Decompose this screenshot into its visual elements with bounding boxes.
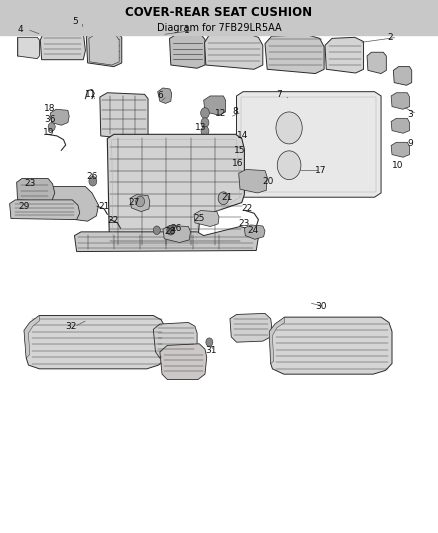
Text: 21: 21 — [221, 193, 233, 201]
Polygon shape — [24, 316, 166, 369]
Text: 4: 4 — [18, 25, 23, 34]
Circle shape — [167, 225, 175, 235]
Polygon shape — [393, 67, 412, 85]
Polygon shape — [44, 187, 99, 221]
Text: COVER-REAR SEAT CUSHION: COVER-REAR SEAT CUSHION — [125, 6, 313, 19]
Polygon shape — [391, 118, 410, 133]
Text: 19: 19 — [43, 128, 54, 136]
Text: 10: 10 — [392, 161, 403, 169]
Text: 7: 7 — [276, 91, 282, 99]
Polygon shape — [391, 142, 410, 157]
Text: Diagram for 7FB29LR5AA: Diagram for 7FB29LR5AA — [157, 23, 281, 33]
Polygon shape — [50, 109, 69, 125]
Polygon shape — [24, 316, 39, 358]
Circle shape — [206, 338, 213, 346]
Polygon shape — [205, 33, 263, 69]
Text: 11: 11 — [85, 91, 97, 99]
Text: 5: 5 — [72, 17, 78, 26]
Polygon shape — [153, 322, 197, 358]
Text: 23: 23 — [239, 220, 250, 228]
Polygon shape — [86, 32, 122, 67]
Circle shape — [201, 108, 209, 118]
Polygon shape — [10, 200, 80, 220]
Polygon shape — [265, 35, 324, 74]
Text: 1: 1 — [184, 26, 190, 35]
Text: 22: 22 — [241, 205, 252, 213]
Text: 9: 9 — [407, 140, 413, 148]
Polygon shape — [107, 134, 244, 248]
Polygon shape — [74, 227, 258, 252]
Text: 36: 36 — [44, 116, 55, 124]
Polygon shape — [239, 169, 267, 193]
Polygon shape — [89, 35, 119, 65]
Text: 18: 18 — [44, 104, 55, 112]
Polygon shape — [204, 96, 226, 115]
Polygon shape — [158, 88, 172, 103]
Polygon shape — [100, 93, 148, 140]
Circle shape — [89, 176, 97, 186]
Polygon shape — [170, 34, 205, 68]
Polygon shape — [269, 317, 285, 364]
Text: 8: 8 — [232, 108, 238, 116]
Polygon shape — [325, 37, 364, 73]
Polygon shape — [160, 344, 207, 379]
Text: 12: 12 — [215, 109, 226, 118]
Circle shape — [277, 151, 301, 180]
Circle shape — [201, 126, 209, 136]
Polygon shape — [269, 317, 392, 374]
Text: 22: 22 — [108, 216, 119, 224]
Text: 23: 23 — [24, 180, 35, 188]
Text: 32: 32 — [65, 322, 76, 331]
Text: 3: 3 — [407, 110, 413, 118]
Polygon shape — [40, 29, 85, 60]
Text: 30: 30 — [315, 302, 327, 311]
Circle shape — [276, 112, 302, 144]
Polygon shape — [237, 92, 381, 197]
Text: 2: 2 — [388, 33, 393, 42]
Polygon shape — [391, 93, 410, 109]
Circle shape — [153, 226, 160, 235]
Circle shape — [201, 118, 209, 127]
Text: 21: 21 — [98, 202, 110, 211]
Text: 26: 26 — [86, 173, 98, 181]
Text: 26: 26 — [171, 224, 182, 232]
Text: 16: 16 — [232, 159, 244, 168]
Polygon shape — [367, 52, 386, 74]
Text: 24: 24 — [247, 227, 259, 235]
Circle shape — [218, 192, 229, 205]
Polygon shape — [130, 195, 150, 212]
Text: 29: 29 — [18, 202, 30, 211]
Text: 17: 17 — [315, 166, 327, 175]
Text: 27: 27 — [129, 198, 140, 206]
Text: 6: 6 — [158, 92, 163, 100]
Text: 15: 15 — [234, 147, 246, 155]
Polygon shape — [230, 313, 272, 342]
Text: 13: 13 — [195, 124, 206, 132]
Polygon shape — [163, 225, 191, 243]
Text: 28: 28 — [164, 228, 176, 236]
Polygon shape — [244, 225, 265, 239]
Text: 20: 20 — [262, 177, 273, 186]
Polygon shape — [194, 211, 219, 227]
Bar — [0, 0, 438, 35]
Text: 31: 31 — [205, 346, 216, 355]
Circle shape — [48, 123, 55, 131]
Text: 14: 14 — [237, 132, 248, 140]
Polygon shape — [17, 179, 55, 201]
Polygon shape — [18, 37, 39, 59]
Circle shape — [136, 196, 145, 207]
Text: 25: 25 — [194, 214, 205, 223]
